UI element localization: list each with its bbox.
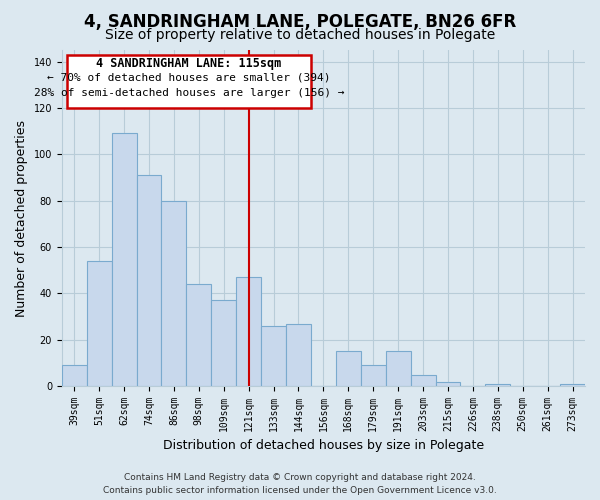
Bar	[86, 261, 112, 386]
Bar	[161, 200, 187, 386]
Bar	[112, 134, 137, 386]
X-axis label: Distribution of detached houses by size in Polegate: Distribution of detached houses by size …	[163, 440, 484, 452]
Bar	[485, 384, 510, 386]
Text: 4, SANDRINGHAM LANE, POLEGATE, BN26 6FR: 4, SANDRINGHAM LANE, POLEGATE, BN26 6FR	[84, 12, 516, 30]
Bar	[386, 352, 410, 386]
Text: Contains HM Land Registry data © Crown copyright and database right 2024.
Contai: Contains HM Land Registry data © Crown c…	[103, 473, 497, 495]
Bar	[560, 384, 585, 386]
Bar	[410, 374, 436, 386]
Bar	[261, 326, 286, 386]
Bar	[236, 277, 261, 386]
Text: Size of property relative to detached houses in Polegate: Size of property relative to detached ho…	[105, 28, 495, 42]
Text: 4 SANDRINGHAM LANE: 115sqm: 4 SANDRINGHAM LANE: 115sqm	[96, 58, 281, 70]
Bar	[336, 352, 361, 386]
Bar	[361, 366, 386, 386]
FancyBboxPatch shape	[67, 54, 311, 108]
Y-axis label: Number of detached properties: Number of detached properties	[15, 120, 28, 316]
Bar	[286, 324, 311, 386]
Text: 28% of semi-detached houses are larger (156) →: 28% of semi-detached houses are larger (…	[34, 88, 344, 98]
Bar	[62, 366, 86, 386]
Bar	[211, 300, 236, 386]
Bar	[137, 175, 161, 386]
Bar	[187, 284, 211, 386]
Bar	[436, 382, 460, 386]
Text: ← 70% of detached houses are smaller (394): ← 70% of detached houses are smaller (39…	[47, 73, 331, 83]
